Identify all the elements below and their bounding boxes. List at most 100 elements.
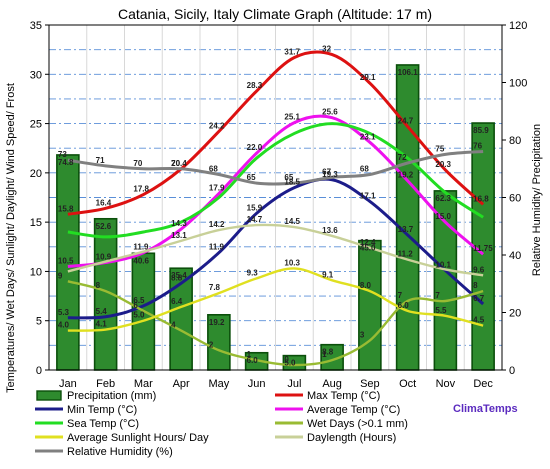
bar-precipitation [395,64,420,371]
data-label: 106.1 [398,68,419,77]
legend-label: Max Temp (°C) [307,390,380,402]
legend: Precipitation (mm) Max Temp (°C) Min Temp … [35,390,408,458]
data-label: 73 [58,150,67,159]
data-label: 70 [133,159,142,168]
bar-precipitation [358,239,382,371]
data-label: 75 [435,144,444,153]
legend-label: Sea Temp (°C) [67,418,139,430]
tick-label-x: Nov [436,378,456,390]
legend-label: Average Sunlight Hours/ Day [67,432,209,444]
data-label: 0 [284,355,289,364]
data-label: 19.2 [398,171,414,180]
tick-label-right: 60 [509,193,521,205]
data-label: 4.5 [473,316,485,325]
legend-label: Wet Days (>0.1 mm) [307,418,408,430]
legend-label: Relative Humidity (%) [67,446,173,458]
data-label: 12.4 [360,238,376,247]
tick-label-x: Mar [134,378,153,390]
data-label: 52.6 [96,222,112,231]
data-label: 6 [133,301,138,310]
data-label: 7 [435,291,440,300]
data-label: 7 [398,291,403,300]
data-label: 6.0 [247,356,259,365]
tick-label-x: Oct [399,378,416,390]
tick-label-left: 0 [36,365,42,377]
legend-label: Average Temp (°C) [307,404,400,416]
data-label: 22.0 [247,143,263,152]
data-label: 74.8 [58,158,74,167]
data-label: 20.3 [435,160,451,169]
data-label: 16.4 [96,198,112,207]
tick-label-left: 10 [30,266,42,278]
data-label: 6.7 [473,294,485,303]
data-label: 72 [398,153,407,162]
data-label: 9.1 [322,270,334,279]
data-label: 70 [171,159,180,168]
data-label: 29.1 [360,73,376,82]
data-label: 65 [284,173,293,182]
data-label: 8.8 [322,348,334,357]
data-label: 68 [209,165,218,174]
data-label: 5.5 [435,306,447,315]
data-label: 10.3 [284,258,300,267]
tick-label-x: Jun [248,378,266,390]
tick-label-x: Apr [173,378,190,390]
data-label: 45.0 [360,244,376,253]
data-label: 4.1 [96,320,108,329]
data-label: 17.8 [133,185,149,194]
tick-label-right: 0 [509,365,515,377]
data-label: 6.0 [398,301,410,310]
data-label: 17.9 [209,184,225,193]
data-label: 14.5 [284,217,300,226]
data-label: 8 [473,281,478,290]
data-label: 68 [360,165,369,174]
series-line [67,50,485,216]
data-label: 76 [473,142,482,151]
series-line [67,267,484,332]
tick-label-left: 25 [30,119,42,131]
series-line [67,280,484,367]
data-label: 1 [322,350,327,359]
legend-swatch [36,390,62,401]
data-label: 85.9 [473,126,489,135]
tick-label-left: 5 [36,316,42,328]
data-label: 5.0 [133,311,145,320]
tick-label-left: 35 [30,20,42,32]
data-label: 9.3 [247,268,259,277]
data-label: 11.75 [473,244,493,253]
tick-label-x: Dec [473,378,493,390]
tick-label-left: 15 [30,217,42,229]
data-label: 19.3 [322,170,338,179]
data-label: 13.1 [171,231,187,240]
data-label: 2 [209,340,214,349]
tick-label-right: 100 [509,78,527,90]
tick-label-right: 20 [509,308,521,320]
chart-title: Catania, Sicily, Italy Climate Graph (Al… [118,6,432,22]
y-axis-left-label: Temperatures/ Wet Days/ Sunlight/ Daylig… [5,83,17,393]
tick-label-x: Feb [96,378,115,390]
tick-label-right: 120 [509,20,527,32]
data-label: 1 [247,350,252,359]
data-label: 62.3 [435,194,451,203]
tick-label-x: Sep [360,378,380,390]
data-label: 14.3 [171,219,187,228]
data-label: 40.6 [133,256,149,265]
tick-label-x: Jul [287,378,301,390]
data-label: 10.9 [96,253,112,262]
data-label: 7.8 [209,283,221,292]
data-label: 9 [58,271,63,280]
data-label: 10.5 [58,257,74,266]
data-label: 28.3 [247,81,263,90]
legend-label: Daylength (Hours) [307,432,396,444]
data-label: 17.1 [360,191,376,200]
legend-label: Precipitation (mm) [67,390,156,402]
data-label: 71 [96,156,105,165]
data-label: 8.8 [171,273,183,282]
series-line [67,223,484,277]
data-label: 13.6 [322,226,338,235]
tick-label-x: Jan [59,378,77,390]
data-label: 25.1 [284,113,300,122]
